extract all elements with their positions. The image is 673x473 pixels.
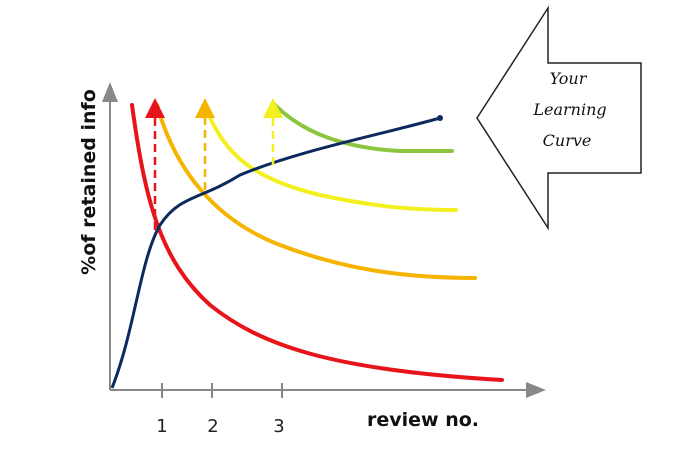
- red-curve: [130, 103, 504, 382]
- x-tick-label: 2: [207, 416, 218, 437]
- curves: [110, 98, 504, 389]
- orange-curve: [155, 103, 477, 280]
- callout-text: Your: [550, 69, 588, 88]
- x-axis-label: review no.: [367, 409, 479, 431]
- callout-text: Curve: [543, 131, 592, 150]
- x-tick-label: 3: [273, 416, 284, 437]
- green-curve: [273, 103, 454, 153]
- y-axis-label: %of retained info: [78, 89, 100, 275]
- callout-arrow: [476, 5, 642, 231]
- curve-end: [437, 115, 443, 121]
- callout-text: Learning: [532, 100, 606, 119]
- callout: Your Learning Curve: [476, 5, 642, 231]
- yellow-curve: [203, 103, 458, 212]
- learning-curve: [110, 116, 441, 389]
- x-tick-label: 1: [156, 416, 167, 437]
- axes: 1 2 3 review no. %of retained info: [78, 82, 546, 437]
